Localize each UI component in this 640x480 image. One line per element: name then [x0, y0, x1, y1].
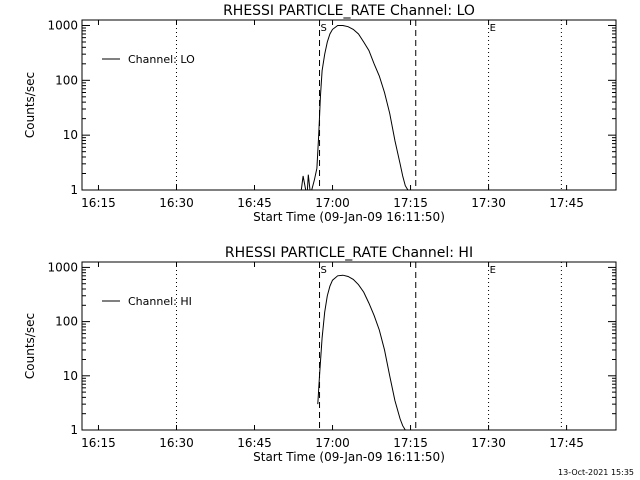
x-axis-label: Start Time (09-Jan-09 16:11:50) [253, 210, 445, 224]
x-tick-label: 16:30 [159, 196, 194, 210]
x-tick-label: 17:45 [549, 196, 584, 210]
series-line [317, 274, 406, 431]
x-tick-label: 17:15 [393, 436, 428, 450]
plot-frame [81, 19, 617, 191]
legend-entry: Channel: LO [128, 53, 195, 66]
y-axis-label: Counts/sec [23, 72, 37, 138]
chart-title: RHESSI PARTICLE_RATE Channel: HI [225, 245, 473, 261]
y-tick-label: 100 [55, 315, 78, 329]
x-tick-label: 16:15 [81, 436, 116, 450]
x-tick-label: 17:15 [393, 196, 428, 210]
y-axis-label: Counts/sec [23, 313, 37, 379]
chart-title: RHESSI PARTICLE_RATE Channel: LO [223, 3, 475, 19]
x-tick-label: 16:15 [81, 196, 116, 210]
y-tick-label: 100 [55, 73, 78, 87]
x-tick-label: 16:45 [237, 436, 272, 450]
y-tick-label: 1 [70, 423, 78, 437]
x-tick-label: 17:00 [315, 196, 350, 210]
x-tick-label: 17:45 [549, 436, 584, 450]
x-tick-label: 16:45 [237, 196, 272, 210]
time-marker-label: E [490, 265, 496, 276]
series-line [300, 25, 411, 191]
time-marker-label: S [321, 265, 327, 276]
y-tick-label: 1000 [47, 18, 78, 32]
x-tick-label: 16:30 [159, 436, 194, 450]
y-tick-label: 1 [70, 183, 78, 197]
y-tick-label: 1000 [47, 260, 78, 274]
legend-entry: Channel: HI [128, 295, 192, 308]
plot-frame [81, 261, 617, 431]
timestamp: 13-Oct-2021 15:35 [558, 468, 634, 477]
time-marker-label: S [321, 23, 327, 34]
x-axis-label: Start Time (09-Jan-09 16:11:50) [253, 450, 445, 464]
y-tick-label: 10 [63, 128, 78, 142]
x-tick-label: 17:00 [315, 436, 350, 450]
x-tick-label: 17:30 [471, 196, 506, 210]
y-tick-label: 10 [63, 369, 78, 383]
x-tick-label: 17:30 [471, 436, 506, 450]
time-marker-label: E [490, 23, 496, 34]
